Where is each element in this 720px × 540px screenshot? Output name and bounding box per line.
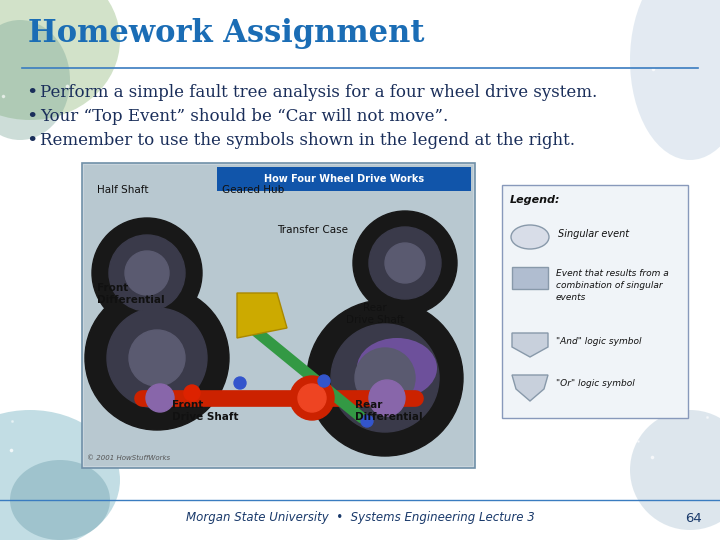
FancyBboxPatch shape: [502, 185, 688, 418]
Circle shape: [369, 380, 405, 416]
Text: "And" logic symbol: "And" logic symbol: [556, 337, 642, 346]
Text: •: •: [26, 84, 37, 102]
Circle shape: [331, 324, 439, 432]
Polygon shape: [512, 375, 548, 401]
Circle shape: [298, 384, 326, 412]
Circle shape: [92, 218, 202, 328]
Text: Remember to use the symbols shown in the legend at the right.: Remember to use the symbols shown in the…: [40, 132, 575, 149]
Circle shape: [85, 286, 229, 430]
Circle shape: [146, 384, 174, 412]
Circle shape: [107, 308, 207, 408]
Circle shape: [184, 385, 200, 401]
Circle shape: [318, 375, 330, 387]
Circle shape: [369, 227, 441, 299]
Ellipse shape: [630, 0, 720, 160]
Text: 64: 64: [685, 511, 702, 524]
Text: •: •: [26, 108, 37, 126]
Circle shape: [290, 376, 334, 420]
Text: •: •: [26, 132, 37, 150]
Ellipse shape: [357, 338, 437, 398]
FancyBboxPatch shape: [512, 267, 548, 289]
Text: Rear
Differential: Rear Differential: [355, 400, 423, 422]
Ellipse shape: [0, 410, 120, 540]
Text: Singular event: Singular event: [558, 229, 629, 239]
Ellipse shape: [10, 460, 110, 540]
Text: Legend:: Legend:: [510, 195, 560, 205]
Text: Morgan State University  •  Systems Engineering Lecture 3: Morgan State University • Systems Engine…: [186, 511, 534, 524]
Text: Your “Top Event” should be “Car will not move”.: Your “Top Event” should be “Car will not…: [40, 108, 449, 125]
Text: Event that results from a
combination of singular
events: Event that results from a combination of…: [556, 269, 669, 302]
Text: Front
Differential: Front Differential: [97, 284, 165, 305]
Ellipse shape: [0, 20, 70, 140]
Circle shape: [125, 251, 169, 295]
FancyBboxPatch shape: [217, 167, 471, 191]
Circle shape: [307, 300, 463, 456]
Ellipse shape: [0, 0, 120, 120]
Polygon shape: [237, 293, 287, 338]
Ellipse shape: [630, 410, 720, 530]
Circle shape: [355, 348, 415, 408]
Text: How Four Wheel Drive Works: How Four Wheel Drive Works: [264, 174, 424, 184]
Text: Homework Assignment: Homework Assignment: [28, 18, 425, 49]
Text: "Or" logic symbol: "Or" logic symbol: [556, 379, 635, 388]
FancyBboxPatch shape: [82, 163, 475, 468]
Circle shape: [129, 330, 185, 386]
Text: Rear
Drive Shaft: Rear Drive Shaft: [346, 303, 404, 325]
Text: Half Shaft: Half Shaft: [97, 185, 148, 195]
Text: Geared Hub: Geared Hub: [222, 185, 284, 195]
Circle shape: [361, 415, 373, 427]
Circle shape: [353, 211, 457, 315]
Text: Front
Drive Shaft: Front Drive Shaft: [172, 400, 238, 422]
Text: Transfer Case: Transfer Case: [277, 225, 348, 235]
Ellipse shape: [511, 225, 549, 249]
Polygon shape: [512, 333, 548, 357]
FancyBboxPatch shape: [84, 165, 473, 466]
Circle shape: [385, 243, 425, 283]
Text: © 2001 HowStuffWorks: © 2001 HowStuffWorks: [87, 455, 170, 461]
Circle shape: [109, 235, 185, 311]
Text: Perform a simple fault tree analysis for a four wheel drive system.: Perform a simple fault tree analysis for…: [40, 84, 598, 101]
Circle shape: [234, 377, 246, 389]
